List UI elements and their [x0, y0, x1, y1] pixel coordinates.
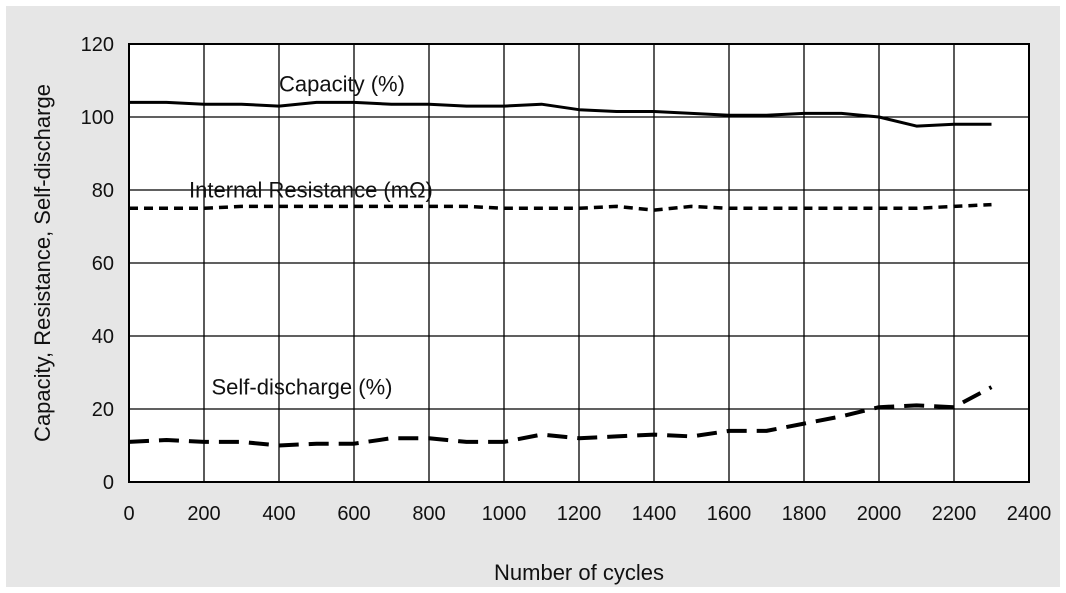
x-axis-title: Number of cycles	[494, 560, 664, 585]
series-annotation: Internal Resistance (mΩ)	[189, 177, 433, 202]
x-tick-label: 600	[337, 503, 370, 525]
x-tick-label: 1800	[782, 503, 827, 525]
x-tick-label: 200	[187, 503, 220, 525]
series-annotations: Capacity (%) Internal Resistance (mΩ) Self…	[189, 71, 433, 399]
x-tick-label: 2400	[1007, 503, 1052, 525]
y-tick-label: 40	[92, 326, 114, 348]
y-axis-title: Capacity, Resistance, Self-discharge	[30, 84, 55, 442]
x-tick-label: 1000	[482, 503, 527, 525]
x-tick-label: 400	[262, 503, 295, 525]
series-line-2	[128, 385, 993, 448]
series-annotation: Capacity (%)	[279, 71, 405, 96]
y-tick-label: 80	[92, 180, 114, 202]
x-tick-label: 2200	[932, 503, 977, 525]
y-tick-label: 20	[92, 399, 114, 421]
x-tick-label: 0	[123, 503, 134, 525]
x-tick-label: 800	[412, 503, 445, 525]
series-annotation: Self-discharge (%)	[212, 374, 393, 399]
y-tick-label: 60	[92, 253, 114, 275]
x-tick-label: 1400	[632, 503, 677, 525]
series-line-1	[129, 202, 992, 212]
series-line-0	[129, 100, 992, 128]
x-tick-label: 1600	[707, 503, 752, 525]
series-lines	[128, 100, 993, 448]
x-tick-label: 1200	[557, 503, 602, 525]
y-tick-label: 100	[81, 107, 114, 129]
plot-border	[128, 43, 1030, 483]
y-tick-label: 120	[81, 34, 114, 56]
tick-labels: 0 200 400 600 800 1000 1200 1400 1600 1800 2000 220…	[81, 34, 1052, 525]
x-tick-label: 2000	[857, 503, 902, 525]
y-tick-label: 0	[103, 472, 114, 494]
